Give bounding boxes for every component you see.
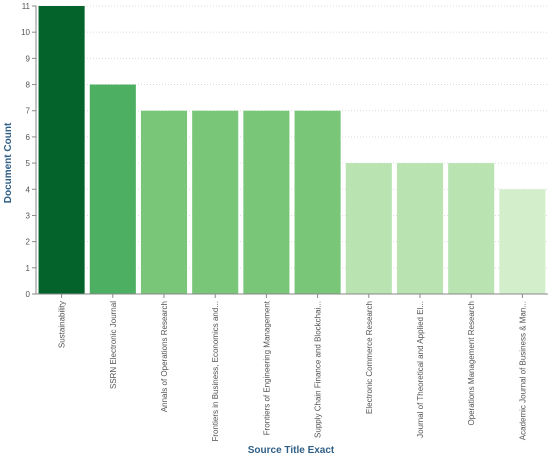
y-tick-label: 11 (22, 2, 31, 11)
y-axis-title: Document Count (3, 122, 14, 203)
x-axis: Sustainability SSRN Electronic Journal Ann… (36, 293, 548, 442)
y-tick-label: 8 (26, 81, 31, 90)
bar (345, 163, 392, 294)
bar (396, 163, 444, 294)
x-tick-label: Annals of Operations Research (160, 301, 169, 412)
y-tick-label: 3 (26, 211, 31, 220)
y-tick-label: 1 (26, 264, 31, 273)
bar (243, 110, 290, 295)
x-tick-label: Academic Journal of Business & Man... (518, 301, 527, 440)
bars (38, 6, 546, 295)
y-tick-label: 9 (26, 54, 31, 63)
y-tick-label: 6 (26, 133, 31, 142)
y-tick-label: 5 (26, 159, 31, 168)
y-tick-label: 7 (26, 107, 31, 116)
bar (294, 110, 341, 295)
bar (499, 189, 546, 294)
bar (448, 163, 495, 294)
y-tick-label: 10 (21, 28, 30, 37)
x-tick-label: Frontiers of Engineering Management (262, 300, 271, 435)
y-tick-label: 4 (26, 185, 31, 194)
y-tick-label: 0 (26, 290, 31, 299)
x-tick-label: Operations Management Research (467, 301, 476, 426)
bar (192, 110, 239, 295)
x-tick-label: Frontiers in Business, Economics and... (211, 301, 220, 442)
x-tick-label: Sustainability (58, 301, 67, 348)
x-axis-title: Source Title Exact (248, 445, 335, 456)
bar (89, 84, 136, 294)
y-tick-label: 2 (26, 238, 31, 247)
x-tick-label: Electronic Commerce Research (365, 301, 374, 414)
x-tick-label: Journal of Theoretical and Applied El... (416, 301, 425, 438)
bar (38, 6, 85, 294)
y-axis: 0 1 2 3 4 5 6 7 8 9 10 11 (21, 2, 37, 299)
x-tick-label: Supply Chain Finance and Blockchai... (314, 301, 323, 438)
x-tick-label: SSRN Electronic Journal (109, 301, 118, 389)
bar (140, 110, 188, 295)
